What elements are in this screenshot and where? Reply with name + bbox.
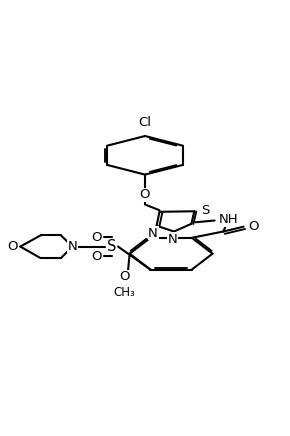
Text: N: N <box>168 233 177 246</box>
Text: CH₃: CH₃ <box>114 286 135 299</box>
Text: N: N <box>68 240 77 253</box>
Text: NH: NH <box>219 213 239 226</box>
Text: S: S <box>107 239 116 254</box>
Text: O: O <box>91 250 102 263</box>
Text: O: O <box>8 240 18 253</box>
Text: O: O <box>248 220 258 233</box>
Text: N: N <box>148 227 158 240</box>
Text: Cl: Cl <box>139 116 151 129</box>
Text: O: O <box>119 270 130 283</box>
Text: O: O <box>91 231 102 244</box>
Text: S: S <box>202 204 210 217</box>
Text: O: O <box>140 188 150 201</box>
